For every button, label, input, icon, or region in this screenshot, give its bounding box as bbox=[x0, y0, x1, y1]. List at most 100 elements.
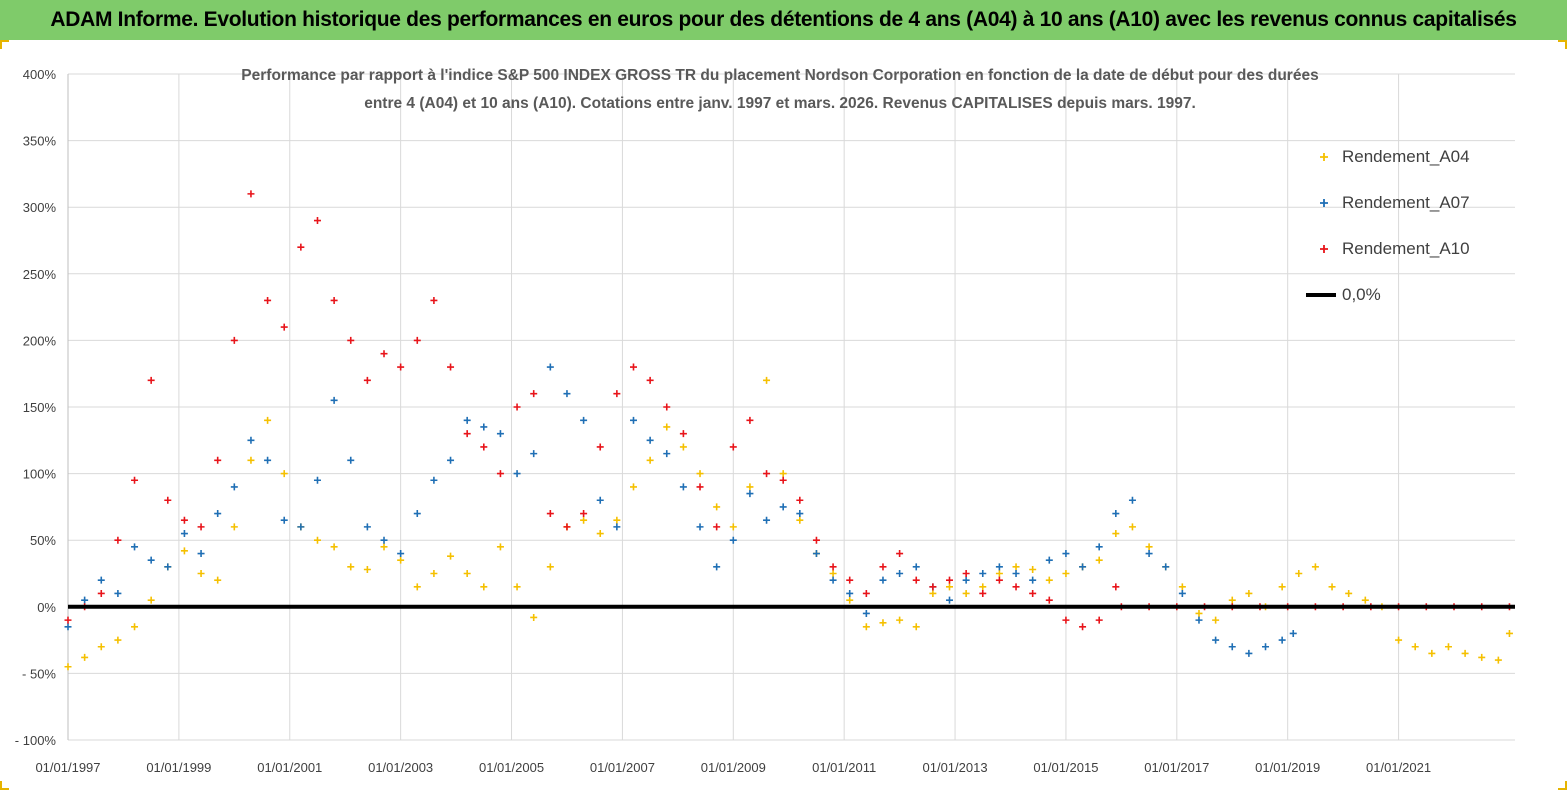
data-point bbox=[679, 443, 687, 451]
data-point bbox=[280, 516, 288, 524]
data-point bbox=[480, 423, 488, 431]
data-point bbox=[264, 296, 272, 304]
data-point bbox=[330, 296, 338, 304]
data-point bbox=[929, 583, 937, 591]
data-point bbox=[862, 589, 870, 597]
corner-mark-top-left bbox=[0, 40, 9, 49]
data-point bbox=[729, 523, 737, 531]
data-point bbox=[746, 490, 754, 498]
data-point bbox=[1079, 563, 1087, 571]
legend-label: Rendement_A10 bbox=[1342, 239, 1470, 258]
data-point bbox=[962, 576, 970, 584]
data-point bbox=[230, 483, 238, 491]
data-point bbox=[81, 653, 89, 661]
data-point bbox=[247, 456, 255, 464]
data-point bbox=[995, 576, 1003, 584]
data-point bbox=[829, 576, 837, 584]
data-point bbox=[1062, 550, 1070, 558]
data-point bbox=[763, 470, 771, 478]
data-point bbox=[1112, 530, 1120, 538]
data-point bbox=[713, 523, 721, 531]
data-point bbox=[380, 543, 388, 551]
data-point bbox=[1112, 510, 1120, 518]
data-point bbox=[962, 570, 970, 577]
data-point bbox=[513, 403, 521, 411]
data-point bbox=[1262, 643, 1270, 651]
data-point bbox=[1112, 583, 1120, 591]
data-point bbox=[530, 390, 538, 398]
data-point bbox=[147, 376, 155, 384]
x-tick-label: 01/01/2007 bbox=[590, 760, 655, 775]
performance-chart: - 100% - 50% 0% 50% 100% 150% 200% 250% 300% 350%… bbox=[15, 67, 1515, 775]
data-point bbox=[596, 496, 604, 504]
y-tick-label: - 50% bbox=[22, 666, 56, 681]
x-tick-label: 01/01/2013 bbox=[923, 760, 988, 775]
data-point bbox=[447, 363, 455, 371]
data-point bbox=[97, 576, 105, 584]
data-point bbox=[896, 550, 904, 558]
data-point bbox=[995, 570, 1003, 577]
data-point bbox=[1162, 563, 1170, 571]
data-point bbox=[563, 390, 571, 398]
data-point bbox=[1079, 623, 1087, 631]
data-point bbox=[264, 416, 272, 424]
data-point bbox=[1345, 589, 1353, 597]
y-tick-label: - 100% bbox=[15, 733, 57, 748]
y-tick-label: 350% bbox=[23, 134, 57, 149]
data-point bbox=[580, 416, 588, 424]
data-point bbox=[995, 563, 1003, 571]
data-point bbox=[879, 563, 887, 571]
data-points bbox=[64, 190, 1513, 671]
data-point bbox=[580, 516, 588, 524]
data-point bbox=[1062, 570, 1070, 577]
data-point bbox=[896, 616, 904, 624]
data-point bbox=[131, 476, 139, 484]
data-point bbox=[197, 550, 205, 558]
data-point bbox=[1505, 629, 1513, 637]
data-point bbox=[131, 623, 139, 631]
data-point bbox=[197, 570, 205, 577]
data-point bbox=[463, 570, 471, 577]
data-point bbox=[463, 430, 471, 438]
data-point bbox=[696, 523, 704, 531]
data-point bbox=[447, 456, 455, 464]
x-tick-label: 01/01/2011 bbox=[812, 760, 876, 775]
data-point bbox=[164, 563, 172, 571]
data-point bbox=[1095, 616, 1103, 624]
data-point bbox=[463, 416, 471, 424]
data-point bbox=[280, 323, 288, 331]
series-rendement-a07 bbox=[64, 363, 1297, 657]
x-tick-label: 01/01/1999 bbox=[146, 760, 211, 775]
data-point bbox=[1012, 570, 1020, 577]
data-point bbox=[979, 570, 987, 577]
data-point bbox=[1012, 583, 1020, 591]
y-tick-label: 100% bbox=[23, 467, 57, 482]
data-point bbox=[679, 483, 687, 491]
data-point bbox=[862, 623, 870, 631]
data-point bbox=[696, 483, 704, 491]
data-point bbox=[862, 609, 870, 617]
data-point bbox=[613, 523, 621, 531]
data-point bbox=[147, 596, 155, 604]
data-point bbox=[879, 619, 887, 627]
data-point bbox=[1428, 649, 1436, 657]
data-point bbox=[912, 576, 920, 584]
data-point bbox=[646, 456, 654, 464]
data-point bbox=[413, 583, 421, 591]
data-point bbox=[214, 510, 222, 518]
chart-title-line-1: Performance par rapport à l'indice S&P 5… bbox=[241, 67, 1318, 84]
data-point bbox=[530, 613, 538, 621]
data-point bbox=[812, 536, 820, 544]
data-point bbox=[929, 589, 937, 597]
corner-mark-top-right bbox=[1558, 40, 1567, 49]
x-tick-label: 01/01/1997 bbox=[35, 760, 100, 775]
data-point bbox=[380, 536, 388, 544]
data-point bbox=[946, 583, 954, 591]
data-point bbox=[729, 443, 737, 451]
data-point bbox=[1045, 556, 1053, 564]
x-tick-label: 01/01/2021 bbox=[1366, 760, 1431, 775]
y-tick-label: 0% bbox=[37, 600, 56, 615]
chart-area: - 100% - 50% 0% 50% 100% 150% 200% 250% 300% 350%… bbox=[0, 40, 1567, 790]
data-point bbox=[796, 510, 804, 518]
x-tick-label: 01/01/2001 bbox=[257, 760, 322, 775]
